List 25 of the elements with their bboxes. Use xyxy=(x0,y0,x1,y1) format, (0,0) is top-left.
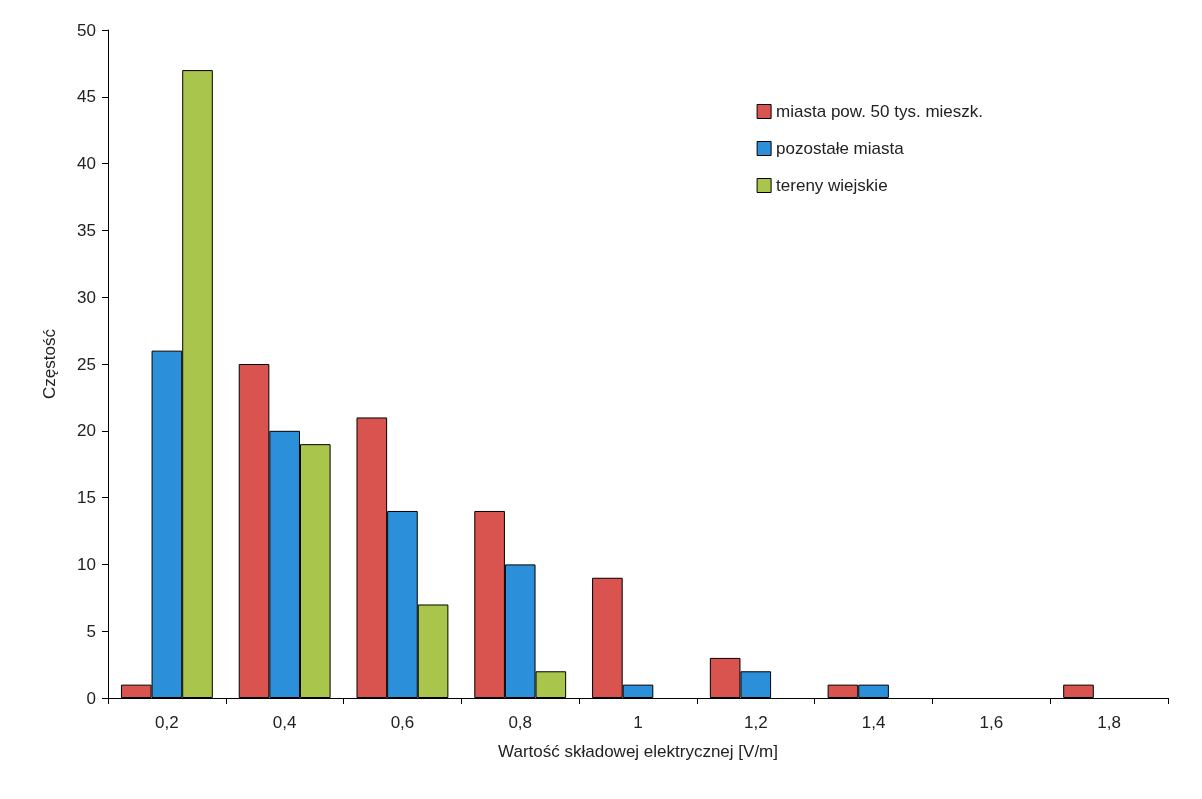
x-axis-title: Wartość składowej elektrycznej [V/m] xyxy=(498,742,778,761)
legend-label: miasta pow. 50 tys. mieszk. xyxy=(776,102,983,121)
y-tick-label: 10 xyxy=(77,554,96,574)
y-tick-label: 5 xyxy=(86,621,96,641)
x-tick-label: 0,6 xyxy=(390,713,415,732)
y-tick-label: 50 xyxy=(77,20,96,40)
y-tick-label: 40 xyxy=(77,154,96,174)
x-tick-label: 1,8 xyxy=(1097,713,1121,732)
y-tick-label: 0 xyxy=(86,688,96,708)
y-axis-title: Częstość xyxy=(40,328,59,399)
x-tick-label: 1,2 xyxy=(743,713,768,732)
legend-label: pozostałe miasta xyxy=(776,139,905,158)
x-tick-label: 0,2 xyxy=(155,713,179,732)
x-tick-label: 1,6 xyxy=(979,713,1004,732)
x-tick-label: 1,4 xyxy=(861,713,886,732)
x-tick-label: 0,4 xyxy=(272,713,297,732)
y-tick-label: 35 xyxy=(77,220,96,240)
x-tick-label: 1 xyxy=(633,713,643,732)
y-tick-label: 30 xyxy=(77,287,96,307)
y-tick-label: 25 xyxy=(77,354,96,374)
y-tick-label: 20 xyxy=(77,421,96,441)
y-tick-label: 15 xyxy=(77,488,96,508)
legend-label: tereny wiejskie xyxy=(776,176,888,195)
y-tick-label: 45 xyxy=(77,87,96,107)
x-tick-label: 0,8 xyxy=(508,713,533,732)
